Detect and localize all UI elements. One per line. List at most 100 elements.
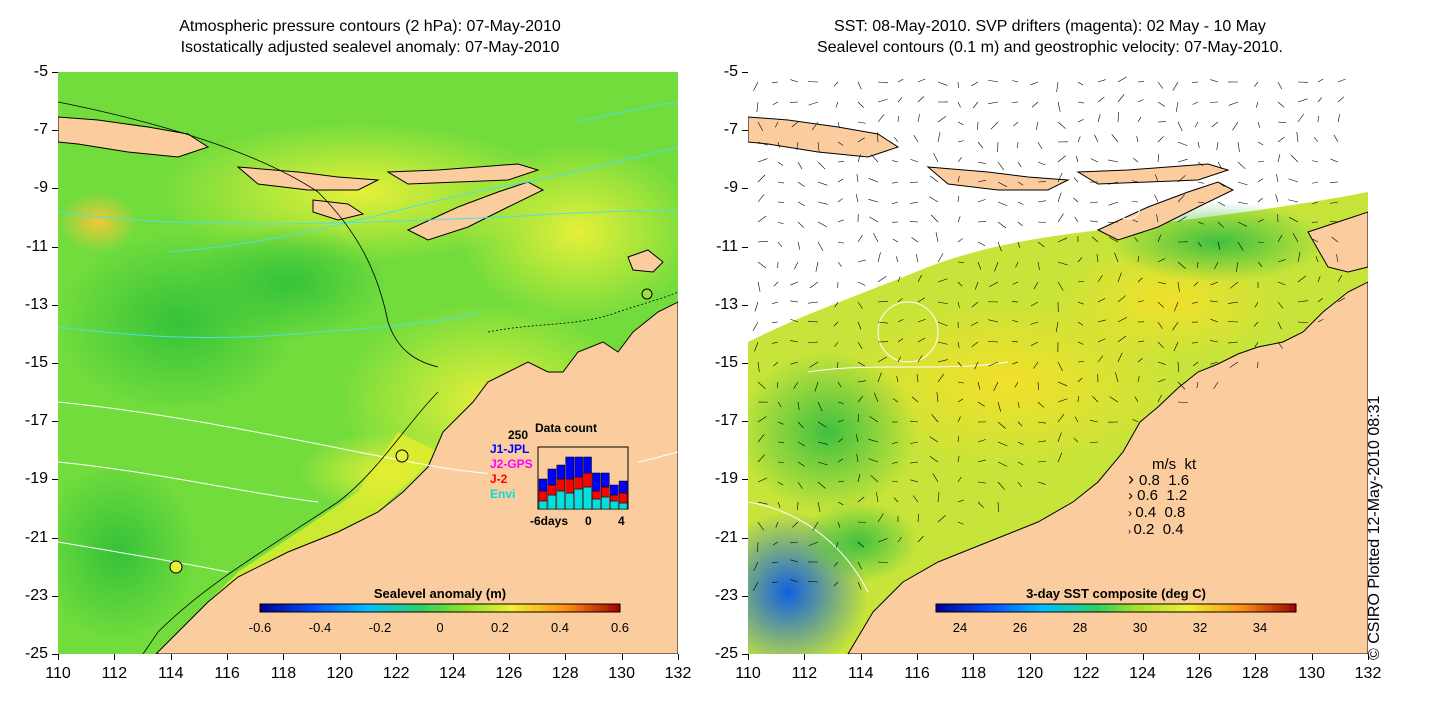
velocity-arrow [1192,341,1199,344]
velocity-arrow [1337,297,1346,303]
velocity-arrow [1137,256,1139,263]
data-count-bar [538,500,548,510]
velocity-arrow [1277,259,1286,263]
sumbawa-island [926,166,1070,191]
lat-tick-mark [742,188,748,190]
velocity-arrow [1177,141,1188,147]
velocity-arrow [892,398,899,403]
lon-tick-mark [227,654,229,660]
velocity-arrow [1193,361,1199,367]
velocity-arrow [1177,361,1179,372]
velocity-arrow [1277,301,1284,309]
lat-tick-label: -25 [24,645,48,662]
velocity-arrow [1074,416,1079,423]
velocity-arrow [868,438,879,443]
lat-tick-mark [52,188,58,190]
velocity-arrow [1192,301,1199,304]
lon-tick-mark [1029,654,1031,660]
velocity-arrow [877,321,888,324]
speed-kt-value: 1.2 [1166,487,1188,504]
velocity-arrow [1277,81,1283,90]
data-count-bar [565,492,574,510]
velocity-arrow [917,535,924,543]
velocity-arrow [1277,121,1286,124]
velocity-arrow [1108,201,1119,206]
velocity-arrow [797,441,806,447]
velocity-arrow [752,581,759,591]
lon-tick-label: 122 [1072,665,1100,682]
velocity-arrow [772,341,779,344]
velocity-arrow [1077,101,1084,104]
velocity-arrow [857,561,862,570]
velocity-arrow [797,221,804,228]
data-count-bar [618,480,628,494]
velocity-arrow [974,361,979,370]
lat-tick-mark [742,246,748,248]
velocity-arrow [772,101,779,106]
velocity-arrow [1132,200,1139,203]
right-title-line2: Sealevel contours (0.1 m) and geostrophi… [816,39,1283,56]
data-count-bar [574,456,583,478]
velocity-arrow [1137,99,1144,103]
velocity-arrow [877,300,888,303]
velocity-arrow [1214,261,1219,270]
velocity-arrow [757,261,767,269]
velocity-arrow [837,521,841,528]
velocity-arrow [977,241,986,247]
velocity-arrow [1037,381,1040,390]
velocity-arrow [757,193,765,203]
velocity-arrow [897,338,904,343]
velocity-arrow [857,81,862,90]
velocity-arrow [790,79,799,83]
velocity-arrow [1057,381,1068,387]
velocity-arrow [1177,261,1186,269]
sst-colorbar [935,603,1297,613]
velocity-arrow [1228,341,1239,344]
lat-tick-mark [52,304,58,306]
velocity-arrow [957,456,960,463]
velocity-arrow [1237,181,1248,186]
velocity-arrow [917,318,926,323]
velocity-arrow [990,121,999,130]
velocity-arrow [1288,199,1299,203]
velocity-arrow [1017,421,1023,427]
velocity-arrow [757,215,767,223]
velocity-arrow [1217,201,1226,207]
velocity-arrow [817,481,826,489]
lon-tick-mark [283,654,285,660]
velocity-arrow [1117,295,1126,303]
lat-tick-mark [742,479,748,481]
velocity-arrow [1289,217,1299,223]
velocity-arrow [757,281,761,292]
velocity-arrow [1312,181,1319,184]
velocity-arrow [833,581,839,587]
velocity-arrow [1117,317,1127,323]
velocity-arrow [1097,114,1101,123]
velocity-arrow [797,181,805,187]
velocity-arrow [1108,221,1119,224]
data-count-bar [547,494,557,510]
velocity-arrow [1012,101,1019,103]
velocity-arrow [757,521,764,531]
lon-tick-label: 124 [1129,665,1156,682]
lat-tick-label: -23 [24,586,48,604]
mission-label: J2-GPS [490,457,533,471]
velocity-arrow [1330,221,1339,223]
velocity-arrow [1157,81,1164,89]
speed-legend-row: › 0.6 1.2 [1128,487,1187,505]
lon-tick-mark [114,654,116,660]
velocity-arrow [777,461,784,464]
velocity-arrow [817,421,827,428]
velocity-arrow [1055,321,1059,332]
velocity-arrow [917,514,920,523]
velocity-arrow [876,492,879,503]
velocity-arrow [1297,321,1308,324]
speed-ms-value: 0.8 [1139,472,1169,489]
velocity-arrow [1210,318,1219,323]
velocity-arrow [894,137,899,143]
data-count-bar [565,456,574,480]
velocity-arrow [1253,321,1259,327]
data-count-bar [592,498,601,510]
velocity-arrow [916,374,919,383]
velocity-arrow [997,221,1007,229]
